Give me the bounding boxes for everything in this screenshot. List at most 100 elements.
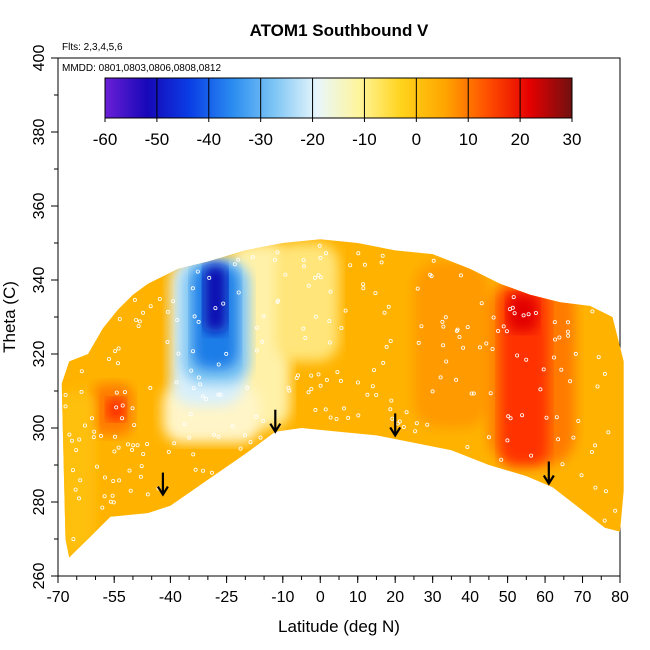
obs-point (318, 275, 323, 280)
obs-point (428, 272, 433, 277)
obs-point (579, 473, 584, 478)
colorbar-tick-label: -20 (300, 130, 325, 149)
obs-point (317, 243, 322, 248)
obs-point (486, 435, 491, 440)
obs-point (254, 414, 259, 419)
obs-point (107, 356, 112, 361)
field-red-jet (500, 287, 549, 465)
obs-point (95, 464, 100, 469)
y-tick-label: 320 (31, 341, 48, 368)
obs-point (553, 337, 558, 342)
obs-point (189, 368, 194, 373)
colorbar-tick-label: 0 (412, 130, 421, 149)
obs-point (328, 415, 333, 420)
obs-point (323, 407, 328, 412)
obs-point (313, 407, 318, 412)
x-tick-label: -55 (103, 589, 126, 606)
x-tick-label: 0 (316, 589, 325, 606)
obs-point (595, 384, 600, 389)
y-tick-label: 280 (31, 489, 48, 516)
obs-point (70, 468, 75, 473)
obs-point (499, 457, 504, 462)
obs-point (196, 375, 201, 380)
obs-point (441, 343, 446, 348)
obs-point (283, 272, 288, 277)
obs-point (381, 360, 386, 365)
obs-point (602, 371, 607, 376)
field-dark-blue (204, 265, 227, 332)
obs-point (566, 320, 571, 325)
obs-point (361, 286, 366, 291)
x-tick-label: -10 (271, 589, 294, 606)
obs-point (221, 301, 226, 306)
obs-point (552, 320, 557, 325)
obs-point (471, 391, 476, 396)
obs-point (67, 432, 72, 437)
obs-point (552, 355, 557, 360)
x-axis: -70 -55 -40 -25 -10 0 10 20 30 40 50 60 70 80 (46, 576, 629, 606)
obs-point (413, 429, 418, 434)
obs-point (505, 438, 510, 443)
obs-point (461, 345, 466, 350)
obs-point (425, 422, 430, 427)
obs-point (323, 251, 328, 256)
obs-point (341, 406, 346, 411)
obs-point (338, 378, 343, 383)
obs-point (416, 340, 421, 345)
obs-point (557, 335, 562, 340)
x-tick-label: 80 (611, 589, 629, 606)
obs-point (100, 505, 105, 510)
field-pale-upper (275, 243, 339, 362)
colorbar-tick-label: -30 (248, 130, 273, 149)
obs-point (430, 389, 435, 394)
obs-point (571, 435, 576, 440)
obs-point (538, 387, 543, 392)
obs-point (606, 430, 611, 435)
obs-point (477, 345, 482, 350)
obs-point (113, 349, 118, 354)
obs-point (306, 390, 311, 395)
y-tick-label: 400 (31, 45, 48, 72)
obs-point (157, 296, 162, 301)
obs-point (258, 435, 263, 440)
obs-point (506, 414, 511, 419)
obs-point (309, 386, 314, 391)
obs-point (238, 446, 243, 451)
obs-point (116, 361, 121, 366)
down-arrow-icon (156, 472, 169, 497)
obs-point (174, 380, 179, 385)
obs-point (361, 282, 366, 287)
obs-point (176, 351, 181, 356)
obs-point (230, 424, 235, 429)
obs-point (457, 334, 462, 339)
obs-point (198, 382, 203, 387)
obs-point (137, 319, 142, 324)
obs-point (576, 418, 581, 423)
obs-point (218, 392, 223, 397)
obs-point (316, 273, 321, 278)
obs-point (401, 424, 406, 429)
obs-point (110, 493, 115, 498)
colorbar-tick-label: 10 (459, 130, 478, 149)
obs-point (135, 443, 140, 448)
obs-point (327, 318, 332, 323)
obs-point (216, 392, 221, 397)
obs-point (200, 468, 205, 473)
obs-point (242, 433, 247, 438)
obs-point (397, 419, 402, 424)
mmdd-annotation: MMDD: 0801,0803,0806,0808,0812 (62, 63, 221, 74)
obs-point (458, 273, 463, 278)
y-tick-label: 260 (31, 563, 48, 590)
obs-point (207, 275, 212, 280)
obs-point (74, 448, 79, 453)
field-orange-mid (413, 261, 489, 428)
obs-point (77, 437, 82, 442)
obs-point (108, 499, 113, 504)
obs-point (484, 341, 489, 346)
obs-point (138, 474, 143, 479)
obs-point (491, 315, 496, 320)
obs-point (111, 478, 116, 483)
obs-point (388, 338, 393, 343)
obs-point (188, 412, 193, 417)
obs-point (469, 391, 474, 396)
